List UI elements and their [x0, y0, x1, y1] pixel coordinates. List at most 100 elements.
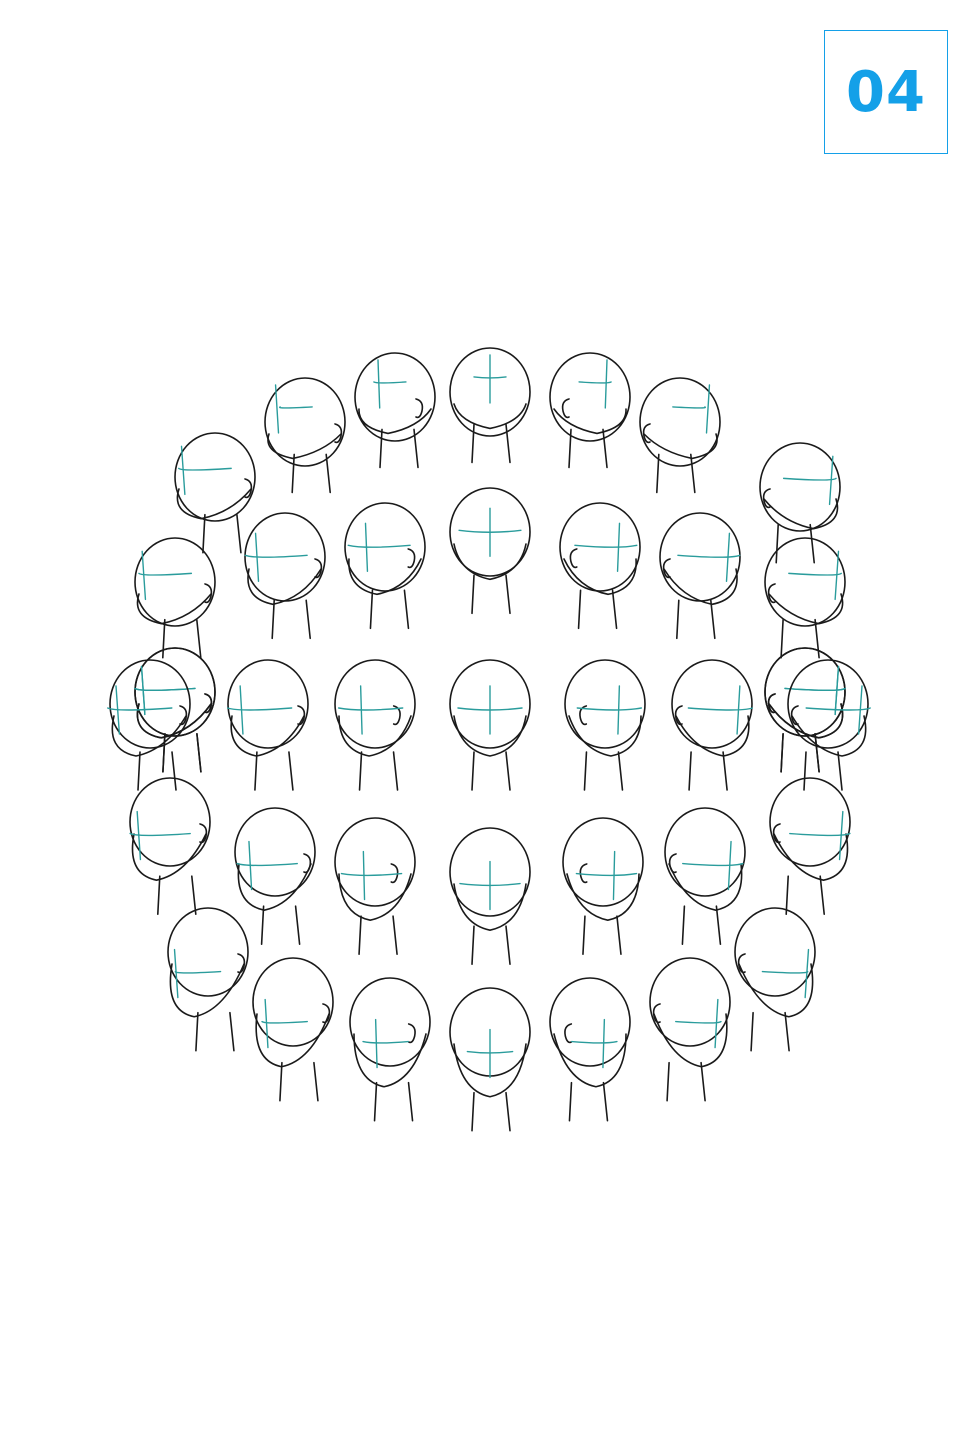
neck-line-right — [602, 428, 608, 469]
brow-guide-line — [788, 572, 842, 576]
jaw-outline — [453, 403, 527, 430]
cranium-outline — [234, 807, 316, 897]
neck-line-left — [676, 599, 680, 640]
brow-guide-line — [340, 872, 403, 877]
ear-outline — [652, 1003, 661, 1024]
head-sketch — [334, 817, 416, 955]
brow-guide-line — [261, 1020, 308, 1024]
page-number: 04 — [846, 59, 926, 125]
neck-line-right — [784, 1011, 790, 1052]
neck-line-right — [325, 453, 331, 494]
neck-line-left — [358, 915, 362, 955]
head-sketch — [449, 827, 531, 965]
brow-guide-line — [244, 554, 308, 558]
cranium-outline — [354, 352, 436, 442]
neck-line-left — [688, 751, 692, 791]
neck-line-left — [202, 513, 206, 554]
jaw-outline — [348, 558, 422, 596]
neck-line-right — [809, 523, 816, 564]
jaw-outline — [169, 963, 245, 1018]
brow-guide-line — [574, 544, 638, 548]
neck-line-right — [413, 428, 419, 469]
head-sketch — [649, 957, 731, 1102]
head-sketch — [449, 987, 531, 1132]
cranium-outline — [174, 432, 256, 522]
neck-line-right — [505, 574, 511, 615]
ear-outline — [767, 583, 776, 604]
ear-outline — [561, 398, 570, 419]
center-guide-line — [239, 685, 244, 735]
cranium-outline — [769, 777, 851, 867]
cranium-outline — [134, 537, 216, 627]
jaw-outline — [791, 715, 867, 757]
ear-outline — [297, 705, 306, 726]
center-guide-line — [857, 685, 863, 735]
brow-guide-line — [226, 707, 293, 711]
jaw-outline — [338, 873, 412, 921]
cranium-outline — [787, 659, 869, 749]
jaw-outline — [353, 1033, 427, 1088]
head-sketch — [639, 377, 721, 494]
neck-line-left — [583, 751, 588, 791]
neck-line-left — [471, 925, 475, 965]
neck-line-left — [379, 428, 383, 469]
neck-line-right — [837, 751, 843, 791]
neck-line-right — [392, 751, 399, 791]
neck-line-right — [294, 905, 301, 945]
brow-guide-line — [575, 872, 638, 877]
center-guide-line — [705, 384, 711, 434]
jaw-outline — [338, 715, 412, 757]
head-sketch — [559, 502, 641, 630]
cranium-outline — [134, 647, 216, 737]
cranium-outline — [129, 777, 211, 867]
neck-line-right — [313, 1061, 319, 1102]
jaw-outline — [237, 863, 312, 911]
neck-line-left — [291, 453, 295, 494]
center-guide-line — [838, 810, 844, 861]
jaw-outline — [668, 863, 743, 911]
neck-line-right — [700, 1061, 706, 1102]
jaw-outline — [763, 498, 839, 530]
cranium-outline — [764, 647, 846, 737]
ear-outline — [662, 558, 671, 579]
neck-line-right — [392, 915, 398, 955]
head-sketch — [129, 777, 211, 915]
center-guide-line — [364, 522, 369, 573]
center-guide-line — [141, 550, 147, 601]
brow-guide-line — [134, 687, 196, 692]
jaw-outline — [566, 873, 640, 921]
ear-outline — [204, 583, 213, 604]
head-sketch — [549, 977, 631, 1122]
neck-line-left — [666, 1061, 670, 1102]
cranium-outline — [109, 659, 191, 749]
neck-line-right — [505, 751, 511, 791]
head-sketch — [549, 352, 631, 469]
neck-line-left — [471, 423, 475, 464]
neck-line-right — [690, 453, 696, 494]
brow-guide-line — [138, 572, 193, 576]
neck-line-left — [775, 523, 780, 564]
center-guide-line — [274, 384, 280, 434]
jaw-outline — [136, 703, 212, 739]
center-guide-line — [616, 522, 621, 573]
brow-guide-line — [347, 544, 411, 548]
neck-line-right — [229, 1011, 235, 1052]
center-guide-line — [725, 532, 731, 583]
ear-outline — [674, 705, 683, 726]
cranium-outline — [227, 659, 309, 749]
head-sketch — [449, 347, 531, 464]
ear-outline — [390, 863, 399, 884]
neck-line-right — [611, 589, 618, 630]
brow-guide-line — [805, 707, 871, 711]
head-sketch — [174, 432, 256, 554]
ear-outline — [199, 823, 208, 844]
head-sketch — [107, 659, 191, 791]
brow-guide-line — [761, 970, 809, 974]
neck-line-right — [195, 618, 202, 659]
neck-line-right — [190, 875, 197, 915]
center-guide-line — [180, 445, 186, 496]
cranium-outline — [334, 659, 416, 749]
jaw-outline — [131, 833, 207, 881]
head-sketch — [562, 817, 644, 955]
